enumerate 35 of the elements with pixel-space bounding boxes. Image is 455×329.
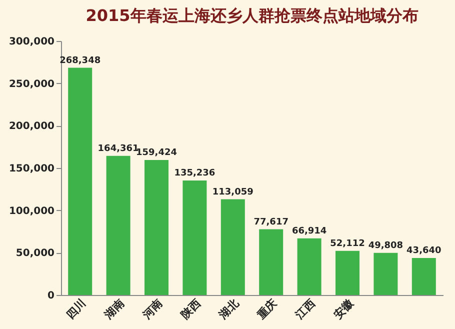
- y-tick-label: 0: [48, 290, 55, 302]
- data-label: 43,640: [406, 246, 442, 256]
- bar: [374, 252, 398, 295]
- bar: [144, 160, 168, 295]
- bar: [182, 180, 207, 295]
- y-tick-label: 250,000: [8, 78, 55, 90]
- y-tick-label: 200,000: [8, 121, 55, 132]
- data-label: 268,348: [60, 56, 101, 66]
- x-tick-label: 湖南: [101, 296, 127, 322]
- bar: [68, 68, 92, 295]
- bar: [106, 156, 130, 295]
- data-label: 49,808: [368, 240, 404, 251]
- data-label: 113,059: [212, 187, 254, 198]
- data-label: 52,112: [330, 238, 365, 249]
- data-label: 159,424: [136, 148, 177, 158]
- bar: [259, 229, 284, 295]
- x-tick-label: 湖北: [216, 296, 242, 322]
- bar: [412, 258, 436, 295]
- x-tick-label: 江西: [292, 296, 318, 322]
- bar: [336, 250, 360, 295]
- y-tick-label: 300,000: [8, 36, 55, 48]
- y-tick-label: 50,000: [16, 248, 55, 260]
- x-tick-label: 安徽: [331, 296, 357, 322]
- x-tick-label: 重庆: [254, 296, 280, 322]
- data-label: 135,236: [174, 168, 216, 178]
- data-label: 77,617: [254, 217, 288, 228]
- x-tick-label: 陕西: [178, 296, 204, 322]
- chart-title: 2015年春运上海还乡人群抢票终点站地域分布: [86, 6, 418, 25]
- x-tick-label: 四川: [64, 296, 89, 322]
- bar: [297, 238, 322, 295]
- y-tick-label: 150,000: [8, 164, 55, 174]
- y-tick-label: 100,000: [8, 206, 55, 217]
- x-tick-label: 河南: [140, 296, 165, 322]
- data-label: 66,914: [292, 226, 327, 236]
- bar: [220, 199, 245, 295]
